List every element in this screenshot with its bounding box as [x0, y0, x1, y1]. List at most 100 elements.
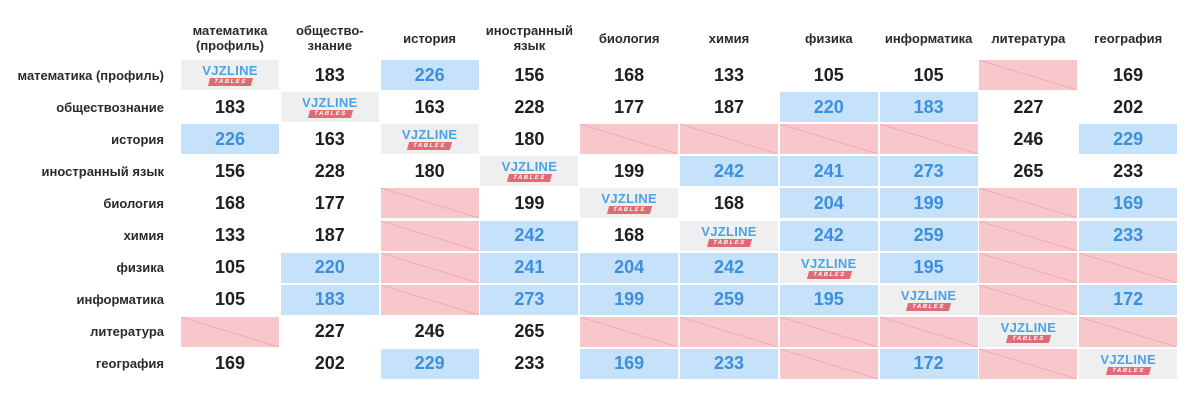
- logo-tagline: TABLES: [207, 78, 253, 86]
- score-cell: 105: [214, 289, 246, 310]
- logo-wordmark: VJZLINE: [302, 95, 358, 111]
- logo-cell: VJZLINE TABLES: [181, 60, 279, 90]
- vjzline-logo: VJZLINE TABLES: [502, 160, 558, 183]
- highlighted-score-cell: 169: [1079, 188, 1178, 219]
- highlighted-score-cell: 273: [879, 156, 978, 187]
- highlighted-score-cell: 233: [680, 348, 778, 379]
- vjzline-logo: VJZLINE TABLES: [1100, 353, 1156, 375]
- highlighted-score-cell: 204: [580, 252, 679, 283]
- unavailable-cell: [680, 124, 778, 155]
- row-header: информатика: [76, 292, 164, 308]
- unavailable-cell: [979, 60, 1078, 90]
- score-cell: 177: [614, 96, 645, 117]
- unavailable-cell: [1079, 252, 1178, 283]
- logo-wordmark: VJZLINE: [701, 223, 757, 239]
- highlighted-score-cell: 220: [779, 92, 878, 123]
- row-header: география: [95, 356, 164, 372]
- highlighted-score-cell: 242: [680, 252, 778, 283]
- unavailable-cell: [580, 124, 679, 155]
- unavailable-cell: [779, 316, 878, 347]
- unavailable-cell: [680, 316, 778, 347]
- row-header: история: [111, 131, 164, 147]
- logo-cell: VJZLINE TABLES: [280, 92, 379, 123]
- score-cell: 183: [314, 64, 345, 85]
- logo-tagline: TABLES: [1006, 334, 1051, 343]
- unavailable-cell: [181, 316, 279, 347]
- highlighted-score-cell: 220: [280, 252, 379, 283]
- logo-cell: VJZLINE TABLES: [779, 252, 878, 283]
- score-cell: 177: [314, 192, 345, 213]
- logo-wordmark: VJZLINE: [401, 127, 458, 143]
- score-cell: 233: [1113, 160, 1144, 181]
- score-cell: 163: [414, 96, 445, 117]
- score-cell: 168: [713, 192, 745, 213]
- score-cell: 105: [913, 64, 944, 85]
- highlighted-score-cell: 241: [480, 252, 579, 283]
- logo-cell: VJZLINE TABLES: [979, 316, 1078, 347]
- score-cell: 168: [214, 192, 246, 213]
- highlighted-score-cell: 169: [580, 348, 679, 379]
- highlighted-score-cell: 204: [779, 188, 878, 219]
- logo-tagline: TABLES: [407, 142, 452, 151]
- column-header: общество- знание: [295, 23, 364, 53]
- highlighted-score-cell: 199: [879, 188, 978, 219]
- logo-wordmark: VJZLINE: [900, 287, 957, 303]
- highlighted-score-cell: 172: [879, 348, 978, 379]
- score-cell: 233: [514, 353, 545, 374]
- score-cell: 183: [214, 96, 246, 117]
- highlighted-score-cell: 242: [779, 220, 878, 251]
- logo-wordmark: VJZLINE: [1100, 351, 1156, 367]
- score-cell: 105: [214, 257, 246, 278]
- logo-cell: VJZLINE TABLES: [879, 284, 978, 315]
- highlighted-score-cell: 242: [480, 220, 579, 251]
- highlighted-score-cell: 195: [779, 284, 878, 315]
- row-header: иностранный язык: [41, 163, 164, 179]
- score-cell: 168: [614, 225, 645, 245]
- score-cell: 169: [1113, 64, 1144, 85]
- highlighted-score-cell: 172: [1079, 284, 1178, 315]
- column-header: химия: [708, 30, 750, 46]
- logo-tagline: TABLES: [706, 238, 752, 247]
- column-header: физика: [805, 30, 853, 46]
- score-cell: 156: [514, 64, 545, 85]
- score-cell: 227: [314, 321, 345, 342]
- vjzline-logo: VJZLINE TABLES: [801, 257, 857, 279]
- column-header: литература: [991, 30, 1066, 46]
- score-cell: 202: [314, 353, 345, 374]
- logo-cell: VJZLINE TABLES: [1079, 348, 1178, 379]
- vjzline-logo: VJZLINE TABLES: [401, 127, 458, 151]
- highlighted-score-cell: 229: [1079, 124, 1178, 155]
- score-cell: 228: [314, 160, 345, 181]
- score-cell: 246: [414, 321, 445, 342]
- logo-wordmark: VJZLINE: [801, 255, 857, 271]
- logo-tagline: TABLES: [1105, 366, 1151, 375]
- row-header: математика (профиль): [17, 67, 165, 83]
- highlighted-score-cell: 229: [380, 348, 479, 379]
- unavailable-cell: [380, 220, 479, 251]
- unavailable-cell: [380, 188, 479, 219]
- score-cell: 199: [514, 192, 545, 213]
- logo-wordmark: VJZLINE: [202, 63, 258, 78]
- unavailable-cell: [979, 252, 1078, 283]
- unavailable-cell: [380, 252, 479, 283]
- highlighted-score-cell: 242: [680, 156, 778, 187]
- row-header: химия: [123, 228, 164, 243]
- row-header: физика: [116, 260, 164, 276]
- column-header: география: [1094, 30, 1163, 46]
- logo-cell: VJZLINE TABLES: [380, 124, 479, 155]
- score-cell: 133: [214, 225, 246, 245]
- logo-tagline: TABLES: [606, 206, 652, 215]
- highlighted-score-cell: 259: [879, 220, 978, 251]
- unavailable-cell: [779, 124, 878, 155]
- score-cell: 265: [514, 321, 545, 342]
- logo-tagline: TABLES: [906, 302, 951, 311]
- row-header: литература: [90, 324, 164, 340]
- column-header: информатика: [884, 30, 973, 46]
- logo-tagline: TABLES: [307, 110, 353, 119]
- highlighted-score-cell: 273: [480, 284, 579, 315]
- score-cell: 133: [713, 64, 745, 85]
- score-cell: 228: [514, 96, 545, 117]
- score-cell: 227: [1013, 96, 1044, 117]
- highlighted-score-cell: 226: [380, 60, 479, 90]
